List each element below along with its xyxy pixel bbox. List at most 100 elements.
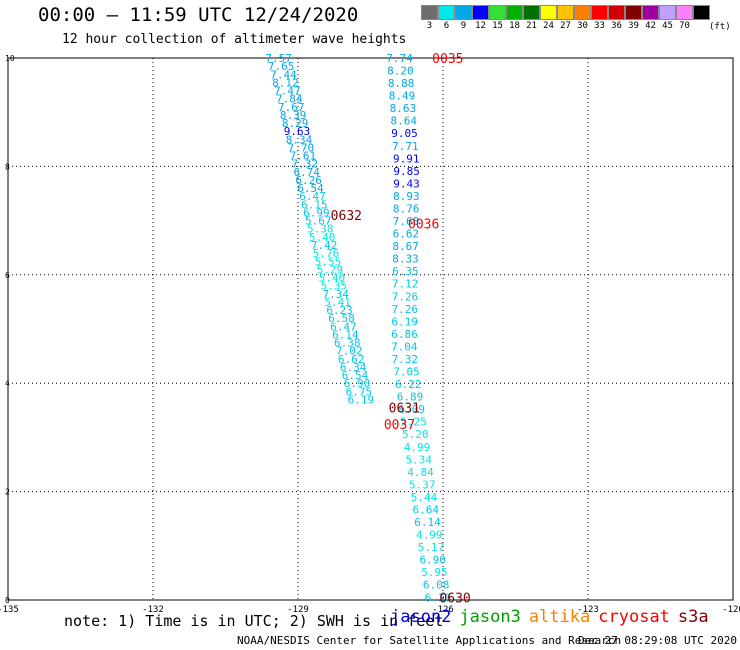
pass-time-label: 0631 xyxy=(389,402,420,417)
swh-value: 8.29 xyxy=(282,117,309,130)
legend-label: 45 xyxy=(662,21,673,31)
legend-label: 6 xyxy=(443,21,450,31)
swh-value: 7.26 xyxy=(392,290,419,303)
legend-label: 3 xyxy=(426,21,433,31)
swh-value: 9.91 xyxy=(393,152,420,165)
swh-value: 5.67 xyxy=(305,215,332,228)
swh-value: 8.67 xyxy=(392,240,419,253)
swh-value: 6.47 xyxy=(330,320,357,333)
satellite-label: cryosat xyxy=(598,607,670,627)
footer-timestamp: Dec 27 08:29:08 UTC 2020 xyxy=(578,634,737,647)
swh-value: 7.68 xyxy=(393,215,420,228)
swh-value: 6.74 xyxy=(293,166,320,179)
satellite-label: altika xyxy=(528,607,591,627)
swh-value: 6.19 xyxy=(348,393,375,406)
legend-swatch xyxy=(659,5,676,20)
satellite-label: jason3 xyxy=(459,607,521,627)
swh-value: 8.34 xyxy=(286,133,313,146)
legend-swatches xyxy=(421,5,710,20)
swh-value: 7.57 xyxy=(265,52,292,65)
legend-swatch xyxy=(625,5,642,20)
legend-swatch xyxy=(540,5,557,20)
swh-value: 5.41 xyxy=(324,296,351,309)
swh-value: 6.64 xyxy=(412,503,439,516)
swh-value: 8.63 xyxy=(390,102,417,115)
y-tick-label: 4 xyxy=(5,379,10,388)
swh-value: 6.14 xyxy=(332,328,359,341)
legend-unit: (ft) xyxy=(709,22,731,32)
legend-swatch xyxy=(608,5,625,20)
swh-value: 7.74 xyxy=(386,52,413,65)
swh-value: 5.25 xyxy=(400,416,427,429)
plot-frame xyxy=(7,57,734,601)
legend-swatch xyxy=(489,5,506,20)
swh-value: 6.08 xyxy=(423,579,450,592)
swh-value: 5.34 xyxy=(406,453,433,466)
x-tick-label: -126 xyxy=(432,605,454,615)
swh-value: 6.26 xyxy=(295,174,322,187)
legend-label: 33 xyxy=(594,21,605,31)
swh-value: 8.76 xyxy=(393,202,420,215)
swh-value: 4.99 xyxy=(416,529,443,542)
swh-value: 5.40 xyxy=(309,231,336,244)
swh-value: 6.35 xyxy=(392,265,419,278)
swh-value: 6.38 xyxy=(334,337,361,350)
pass-time-label: 0630 xyxy=(439,591,470,606)
y-tick-label: 10 xyxy=(5,54,15,63)
legend-swatch xyxy=(693,5,710,20)
swh-value: 7.47 xyxy=(274,85,301,98)
footer-note: note: 1) Time is in UTC; 2) SWH is in fe… xyxy=(64,612,444,630)
x-tick-label: -120 xyxy=(722,605,740,615)
swh-value: 6.86 xyxy=(391,328,418,341)
swh-value: 8.12 xyxy=(272,76,299,89)
swh-value: 7.65 xyxy=(268,60,295,73)
swh-value: 8.20 xyxy=(387,65,414,78)
legend-swatch xyxy=(642,5,659,20)
pass-time-label: 0632 xyxy=(331,209,362,224)
swh-value: 8.33 xyxy=(392,253,419,266)
swh-value: 5.76 xyxy=(313,247,340,260)
swh-value: 9.85 xyxy=(393,165,420,178)
swh-value: 8.64 xyxy=(390,115,417,128)
swh-value: 6.62 xyxy=(338,353,365,366)
footer-credit: NOAA/NESDIS Center for Satellite Applica… xyxy=(237,634,622,647)
y-tick-label: 8 xyxy=(5,162,10,171)
satellite-label: jason2 xyxy=(390,607,452,627)
swh-value: 5.38 xyxy=(307,223,334,236)
legend-label: 15 xyxy=(492,21,503,31)
swh-value: 7.32 xyxy=(292,158,319,171)
swh-value: 6.22 xyxy=(395,378,422,391)
legend-label: 27 xyxy=(560,21,571,31)
swh-value: 7.05 xyxy=(393,366,420,379)
legend-label: 18 xyxy=(509,21,520,31)
swh-value: 7.71 xyxy=(392,140,419,153)
swh-value: 6.14 xyxy=(414,516,441,529)
swh-value: 6.23 xyxy=(326,304,353,317)
legend-label: 42 xyxy=(645,21,656,31)
swh-value: 5.37 xyxy=(409,478,436,491)
swh-value: 5.17 xyxy=(418,541,445,554)
x-tick-label: -132 xyxy=(142,605,164,615)
swh-value: 7.42 xyxy=(311,239,338,252)
swh-value: 6.90 xyxy=(419,554,446,567)
legend-label: 36 xyxy=(611,21,622,31)
swh-value: 8.39 xyxy=(280,109,307,122)
y-tick-label: 2 xyxy=(5,488,10,497)
swh-value: 7.32 xyxy=(392,353,419,366)
swh-value: 6.99 xyxy=(303,206,330,219)
legend-swatch xyxy=(591,5,608,20)
legend-labels: 3 6 9 12 15 18 21 24 27 30 33 36 39 42 45 70 xyxy=(421,21,710,31)
swh-value: 7.44 xyxy=(270,68,297,81)
swh-value: 7.04 xyxy=(391,340,418,353)
legend-swatch xyxy=(506,5,523,20)
swh-value: 6.47 xyxy=(299,190,326,203)
swh-value: 5.29 xyxy=(317,263,344,276)
swh-value: 5.20 xyxy=(402,428,429,441)
swh-value: 6.62 xyxy=(393,228,420,241)
swh-value: 6.58 xyxy=(328,312,355,325)
swh-value: 7.02 xyxy=(336,345,363,358)
swh-value: 5.44 xyxy=(411,491,438,504)
swh-value: 7.61 xyxy=(290,150,317,163)
swh-value: 7.70 xyxy=(288,141,315,154)
